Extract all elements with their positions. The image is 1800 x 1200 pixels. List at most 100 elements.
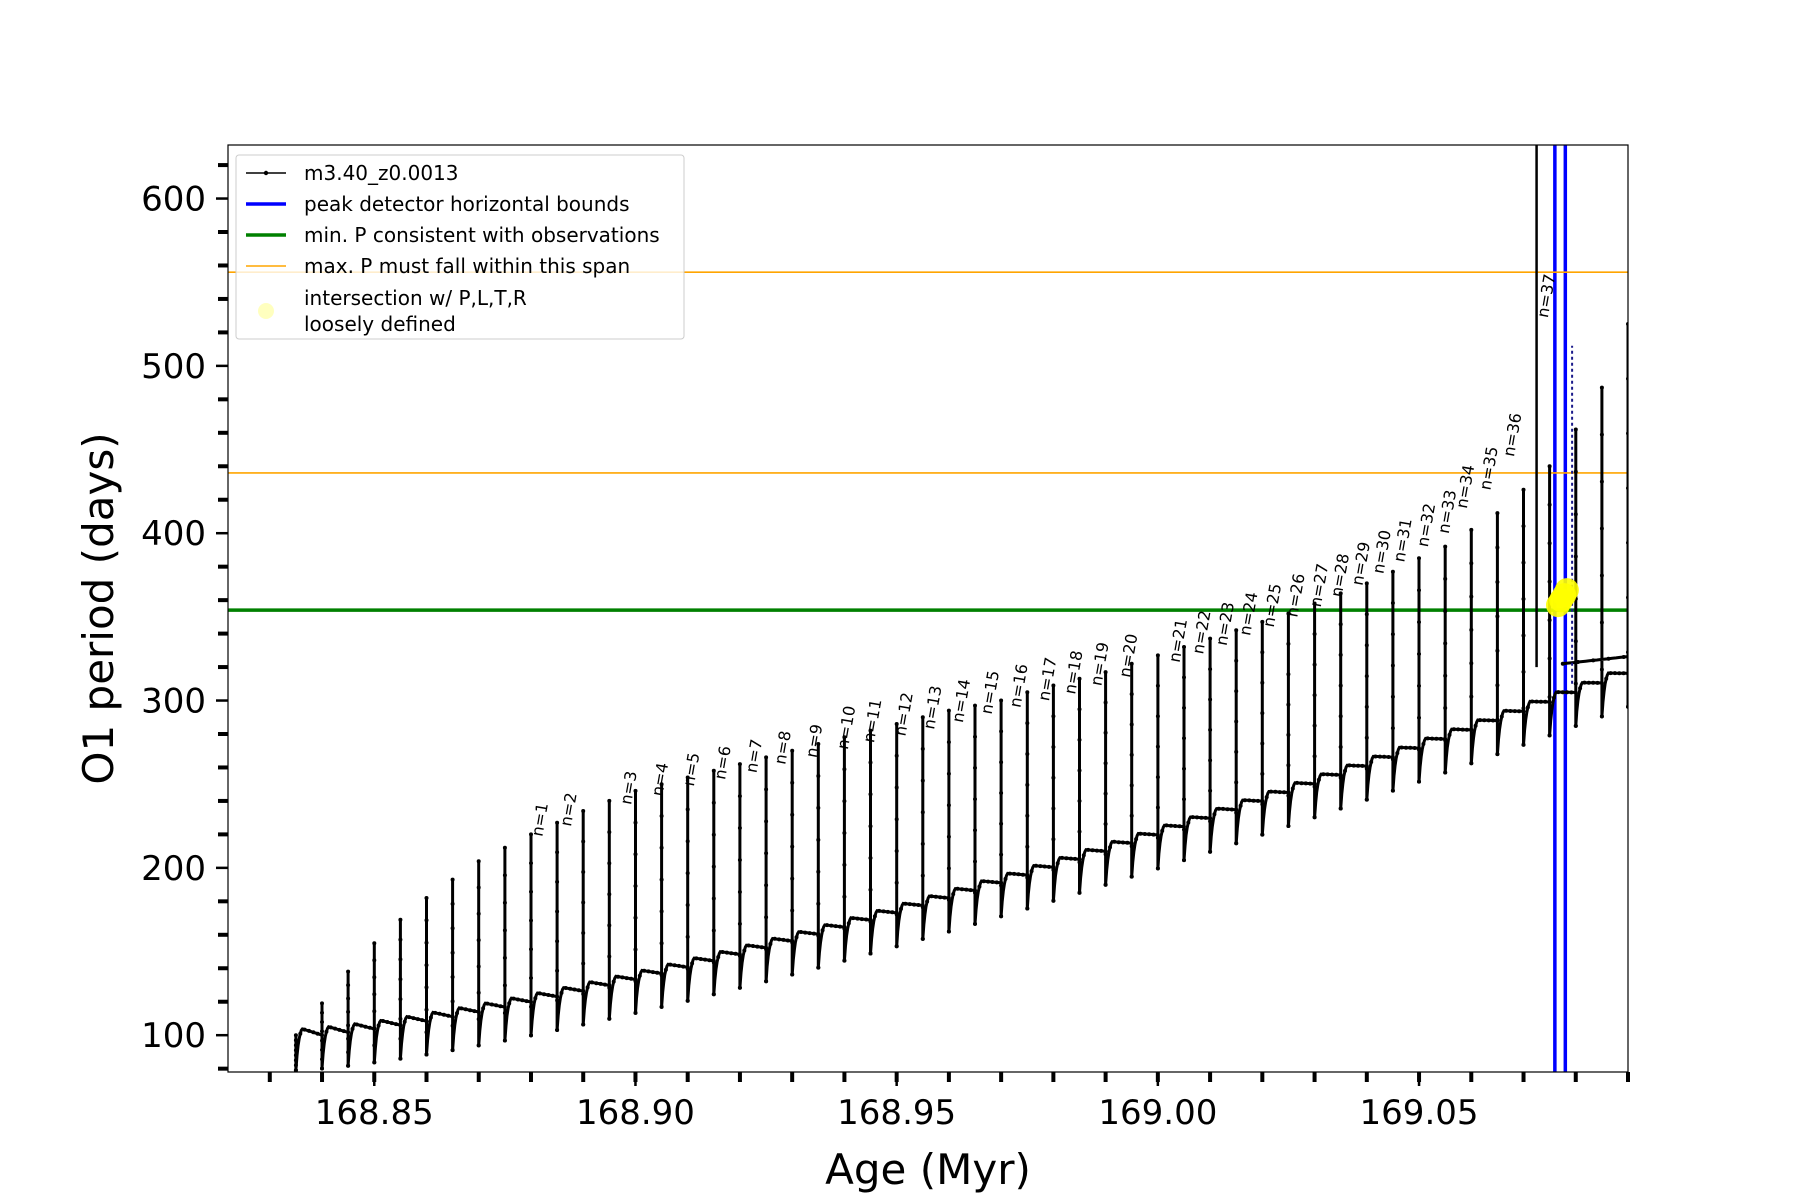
series-point [659, 941, 664, 946]
series-point [1286, 702, 1291, 707]
series-point [476, 938, 481, 943]
series-point [320, 1033, 324, 1038]
series-point [894, 817, 899, 822]
series-point [446, 1013, 451, 1018]
series-point [381, 1019, 385, 1023]
series-point [1395, 751, 1400, 756]
series-point [1290, 786, 1295, 791]
series-point [1303, 781, 1308, 786]
series-point [1077, 890, 1082, 895]
series-point [1390, 726, 1395, 731]
series-point [450, 1023, 455, 1028]
series-point [529, 1033, 533, 1038]
series-point [764, 947, 769, 952]
series-point [999, 852, 1004, 857]
series-point [346, 1023, 351, 1028]
series-point [633, 788, 638, 793]
series-point [759, 945, 764, 950]
x-tick-label: 169.05 [1360, 1093, 1479, 1133]
series-point [581, 992, 586, 996]
series-point [1025, 752, 1030, 756]
series-point [764, 851, 769, 856]
series-point [1438, 736, 1443, 741]
series-point [367, 1025, 372, 1030]
series-point [685, 871, 690, 876]
series-point [820, 928, 825, 933]
series-point [711, 992, 716, 997]
series-point [1364, 704, 1369, 709]
series-point [999, 698, 1004, 703]
series-point [1421, 742, 1426, 746]
series-point [546, 993, 551, 997]
series-point [1147, 832, 1152, 837]
series-point [350, 1026, 355, 1031]
series-point [629, 976, 634, 981]
series-point [633, 852, 638, 857]
series-point [659, 909, 664, 914]
series-point [450, 1014, 455, 1019]
series-point [920, 746, 925, 751]
series-point [637, 973, 642, 978]
series-point [346, 983, 351, 988]
series-point [1129, 722, 1134, 727]
series-point [659, 845, 664, 850]
series-point [1012, 871, 1017, 876]
series-point [1621, 671, 1626, 676]
series-point [711, 832, 716, 837]
series-point [868, 824, 873, 829]
series-point [737, 762, 742, 767]
series-point [320, 1029, 324, 1034]
series-point [872, 914, 877, 919]
series-point [568, 986, 573, 991]
series-point [1408, 745, 1413, 750]
series-point [1129, 661, 1134, 666]
series-point [1599, 432, 1604, 437]
series-point [785, 938, 790, 943]
series-point [607, 798, 612, 803]
series-point [450, 901, 455, 906]
series-point [842, 735, 847, 740]
series-point [1286, 732, 1291, 737]
series-point [1338, 622, 1343, 627]
series-point [816, 901, 821, 906]
series-point [1364, 643, 1369, 648]
y-tick-label: 400 [141, 514, 206, 554]
series-point [1373, 754, 1378, 759]
series-point [1225, 807, 1230, 812]
series-point [1382, 754, 1387, 759]
series-point [1521, 633, 1526, 638]
series-point [1599, 620, 1604, 625]
series-point [1260, 771, 1265, 776]
series-point [973, 703, 977, 708]
series-point [790, 876, 795, 881]
series-point [542, 992, 546, 997]
series-point [1582, 680, 1587, 685]
series-point [973, 797, 977, 802]
series-point [1390, 632, 1395, 637]
series-point [694, 956, 699, 961]
series-point [1338, 806, 1343, 811]
series-point [1212, 812, 1217, 817]
series-point [424, 1007, 429, 1012]
series-point [764, 979, 769, 984]
series-point [1086, 847, 1091, 852]
series-point [533, 996, 538, 1001]
series-point [1251, 798, 1256, 803]
series-point [807, 931, 812, 936]
series-point [1203, 815, 1208, 820]
series-point [642, 968, 647, 973]
series-point [816, 933, 821, 938]
series-point [1312, 632, 1317, 636]
series-point [1443, 576, 1448, 581]
series-point [868, 951, 873, 956]
series-point [1221, 806, 1226, 811]
series-point [685, 998, 690, 1003]
series-point [946, 803, 951, 808]
series-point [1160, 828, 1165, 833]
series-point [1195, 815, 1199, 820]
series-point [803, 930, 808, 935]
series-point [1417, 747, 1421, 752]
series-point [1534, 699, 1539, 704]
series-point [328, 1025, 333, 1030]
series-point [1443, 706, 1448, 710]
